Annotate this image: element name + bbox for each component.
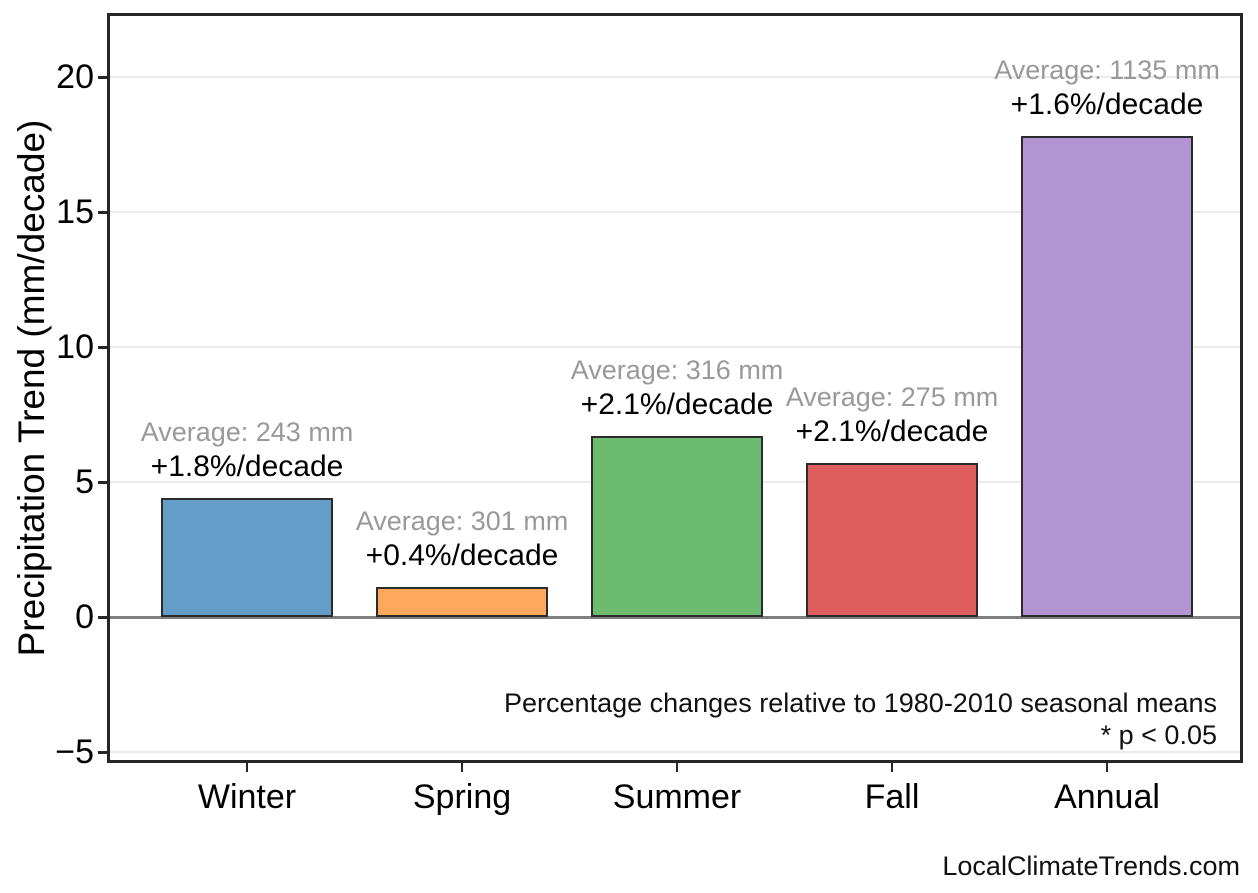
x-tick-label-fall: Fall bbox=[864, 778, 920, 816]
x-tick-mark-summer bbox=[675, 763, 679, 772]
bar-winter bbox=[161, 498, 333, 617]
y-tick-label-15: 15 bbox=[56, 193, 94, 231]
x-tick-label-summer: Summer bbox=[612, 778, 742, 816]
bar-percent-label-fall: +2.1%/decade bbox=[795, 415, 989, 449]
bar-percent-label-winter: +1.8%/decade bbox=[150, 450, 344, 484]
chart-footnote: Percentage changes relative to 1980-2010… bbox=[504, 687, 1217, 751]
y-tick-label--5: −5 bbox=[55, 733, 94, 771]
bar-annual bbox=[1021, 136, 1193, 617]
bar-average-label-winter: Average: 243 mm bbox=[140, 417, 354, 448]
plot-area: Percentage changes relative to 1980-2010… bbox=[107, 13, 1243, 763]
gridline-y--5 bbox=[107, 751, 1243, 753]
y-tick-label-10: 10 bbox=[56, 328, 94, 366]
y-tick-mark-10 bbox=[98, 346, 107, 349]
x-tick-mark-winter bbox=[245, 763, 249, 772]
watermark: LocalClimateTrends.com bbox=[942, 851, 1240, 881]
x-tick-label-winter: Winter bbox=[197, 778, 297, 816]
y-tick-mark-20 bbox=[98, 76, 107, 79]
y-tick-mark-5 bbox=[98, 481, 107, 484]
gridline-y-15 bbox=[107, 211, 1243, 213]
gridline-y-10 bbox=[107, 346, 1243, 348]
bar-percent-label-summer: +2.1%/decade bbox=[580, 388, 774, 422]
y-tick-label-20: 20 bbox=[56, 58, 94, 96]
y-tick-label-0: 0 bbox=[75, 598, 94, 636]
y-axis-label: Precipitation Trend (mm/decade) bbox=[11, 119, 52, 657]
bar-fall bbox=[806, 463, 978, 617]
x-tick-mark-fall bbox=[890, 763, 894, 772]
footnote-line2: * p < 0.05 bbox=[1100, 720, 1217, 750]
y-tick-mark-0 bbox=[98, 616, 107, 619]
bar-average-label-fall: Average: 275 mm bbox=[785, 382, 999, 413]
y-tick-label-5: 5 bbox=[75, 463, 94, 501]
x-tick-mark-spring bbox=[460, 763, 464, 772]
bar-average-label-annual: Average: 1135 mm bbox=[994, 55, 1220, 86]
bar-average-label-summer: Average: 316 mm bbox=[570, 355, 784, 386]
x-tick-label-annual: Annual bbox=[1054, 778, 1160, 816]
bar-summer bbox=[591, 436, 763, 617]
gridline-y-20 bbox=[107, 76, 1243, 78]
x-tick-mark-annual bbox=[1105, 763, 1109, 772]
zero-line bbox=[107, 616, 1243, 619]
bar-average-label-spring: Average: 301 mm bbox=[355, 506, 569, 537]
y-tick-mark-15 bbox=[98, 211, 107, 214]
footnote-line1: Percentage changes relative to 1980-2010… bbox=[504, 688, 1217, 718]
bar-percent-label-spring: +0.4%/decade bbox=[365, 539, 559, 573]
bar-percent-label-annual: +1.6%/decade bbox=[1010, 88, 1204, 122]
x-tick-label-spring: Spring bbox=[412, 778, 512, 816]
y-tick-mark--5 bbox=[98, 751, 107, 754]
bar-spring bbox=[376, 587, 548, 617]
